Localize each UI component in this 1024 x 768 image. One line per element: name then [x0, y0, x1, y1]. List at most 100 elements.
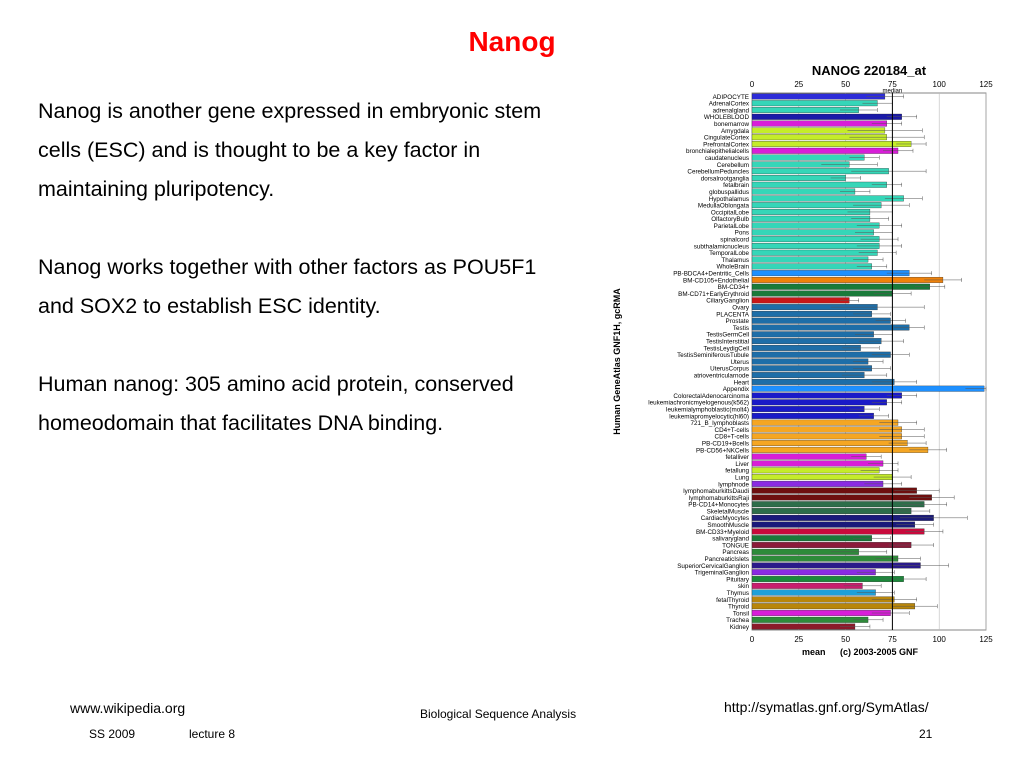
category-label-fetalThyroid: fetalThyroid [716, 597, 749, 604]
x-tick-bottom-75: 75 [888, 635, 897, 644]
category-label-TestisGermCell: TestisGermCell [706, 332, 749, 339]
category-label-bronchialepithelialcells: bronchialepithelialcells [686, 148, 749, 155]
category-label-PancreaticIslets: PancreaticIslets [705, 556, 749, 563]
bar-ColorectalAdenocarcinoma [751, 392, 902, 399]
category-label-AdrenalCortex: AdrenalCortex [709, 101, 750, 108]
bar-fetalliver [751, 453, 867, 460]
x-tick-top-25: 25 [794, 80, 803, 89]
category-label-Uterus: Uterus [730, 359, 749, 366]
category-label-lymphnode: lymphnode [718, 481, 749, 488]
bar-Appendix [751, 385, 985, 392]
bar-Thalamus [751, 256, 869, 263]
category-label-dorsalrootganglia: dorsalrootganglia [701, 175, 750, 182]
category-label-lymphomaburkittsDaudi: lymphomaburkittsDaudi [683, 488, 749, 495]
bar-lymphomaburkittsRaji [751, 494, 932, 501]
category-label-bonemarrow: bonemarrow [714, 121, 749, 128]
category-label-lymphomaburkittsRaji: lymphomaburkittsRaji [689, 495, 749, 502]
slide-body: Nanog is another gene expressed in embry… [38, 92, 578, 482]
category-label-TestisInterstitial: TestisInterstitial [706, 339, 749, 346]
category-label-TemporalLobe: TemporalLobe [709, 250, 749, 257]
category-label-CD4+T-cells: CD4+T-cells [715, 427, 749, 434]
bar-Thyroid [751, 603, 916, 610]
category-label-PB-CD19+Bcells: PB-CD19+Bcells [702, 440, 749, 447]
category-label-SkeletalMuscle: SkeletalMuscle [707, 508, 750, 515]
category-label-Hypothalamus: Hypothalamus [709, 196, 749, 203]
bar-bronchialepithelialcells [751, 147, 899, 154]
category-label-CD8+T-cells: CD8+T-cells [715, 434, 749, 441]
bar-Testis [751, 324, 910, 331]
bar-BM-CD34+ [751, 283, 930, 290]
bar-BM-CD105+Endothelial [751, 276, 944, 283]
category-label-SmoothMuscle: SmoothMuscle [707, 522, 749, 529]
category-label-OlfactoryBulb: OlfactoryBulb [711, 216, 749, 223]
category-label-Pons: Pons [735, 230, 749, 237]
category-label-subthalamicnucleus: subthalamicnucleus [694, 243, 749, 250]
category-label-Ovary: Ovary [732, 305, 750, 312]
category-label-TONGUE: TONGUE [722, 542, 749, 549]
y-axis-label: Human GeneAtlas GNF1H, gcRMA [612, 288, 622, 435]
median-label: median [883, 89, 903, 95]
bar-Lung [751, 474, 893, 480]
category-label-Testis: Testis [733, 325, 749, 332]
category-label-Pancreas: Pancreas [722, 549, 749, 556]
bar-PB-CD56+NKCells [751, 446, 929, 453]
bar-caudatenucleus [751, 154, 865, 161]
category-label-PB-CD56+NKCells: PB-CD56+NKCells [696, 447, 749, 454]
semester-label: SS 2009 [89, 727, 136, 741]
category-label-Thalamus: Thalamus [721, 257, 749, 264]
x-axis-label: mean [802, 647, 826, 657]
category-label-salivarygland: salivarygland [712, 536, 749, 543]
bar-Pituitary [751, 576, 904, 582]
category-label-PLACENTA: PLACENTA [716, 311, 750, 318]
category-label-Tonsil: Tonsil [733, 610, 749, 617]
bar-CiliaryGanglion [751, 297, 850, 304]
category-label-BM-CD71+EarlyErythroid: BM-CD71+EarlyErythroid [678, 291, 749, 298]
category-label-fetalliver: fetalliver [726, 454, 749, 461]
category-label-SuperiorCervicalGanglion: SuperiorCervicalGanglion [677, 563, 749, 570]
category-label-adrenalgland: adrenalgland [713, 107, 750, 114]
category-label-globuspallidus: globuspallidus [709, 189, 749, 196]
category-label-Liver: Liver [735, 461, 749, 468]
x-tick-top-50: 50 [841, 80, 850, 89]
category-label-721_B_lymphoblasts: 721_B_lymphoblasts [691, 420, 749, 427]
category-label-fetallung: fetallung [725, 468, 749, 475]
nanog-expression-chart: NANOG 220184_at Human GeneAtlas GNF1H, gc… [612, 63, 993, 657]
category-label-CiliaryGanglion: CiliaryGanglion [706, 298, 749, 305]
bar-TemporalLobe [751, 249, 878, 256]
category-label-leukemialymphoblastic(molt4): leukemialymphoblastic(molt4) [666, 406, 749, 413]
bar-Uterus [751, 358, 869, 365]
slide-title: Nanog [468, 26, 556, 57]
bar-Tonsil [751, 610, 891, 616]
category-label-Kidney: Kidney [730, 624, 750, 631]
x-tick-bottom-50: 50 [841, 635, 850, 644]
category-label-BM-CD33+Myeloid: BM-CD33+Myeloid [696, 529, 750, 536]
source-link-wikipedia[interactable]: www.wikipedia.org [70, 700, 186, 716]
bar-Prostate [751, 317, 891, 324]
page-number: 21 [919, 727, 933, 741]
bar-ADIPOCYTE [751, 93, 886, 100]
bar-fetalbrain [751, 181, 887, 188]
category-label-leukemiachronicmyelogenous(k562): leukemiachronicmyelogenous(k562) [648, 400, 749, 407]
category-label-PB-CD14+Monocytes: PB-CD14+Monocytes [688, 502, 749, 509]
source-link-symatlas[interactable]: http://symatlas.gnf.org/SymAtlas/ [724, 699, 929, 715]
bar-leukemiachronicmyelogenous(k562) [751, 399, 887, 406]
category-label-fetalbrain: fetalbrain [723, 182, 749, 189]
category-label-CingulateCortex: CingulateCortex [704, 135, 750, 142]
bar-PB-CD19+Bcells [751, 440, 908, 447]
chart-title: NANOG 220184_at [812, 63, 927, 78]
category-label-MedullaOblongata: MedullaOblongata [698, 203, 750, 210]
x-tick-top-0: 0 [750, 80, 755, 89]
course-name: Biological Sequence Analysis [420, 707, 577, 721]
x-tick-top-100: 100 [933, 80, 947, 89]
category-label-Trachea: Trachea [726, 617, 749, 624]
bar-TestisSeminiferousTubule [751, 351, 891, 358]
category-label-Thymus: Thymus [727, 590, 749, 597]
bar-Kidney [751, 623, 856, 630]
category-label-spinalcord: spinalcord [720, 237, 749, 244]
bar-721_B_lymphoblasts [751, 419, 899, 426]
bar-BM-CD33+Myeloid [751, 528, 925, 535]
category-label-CerebellumPeduncles: CerebellumPeduncles [687, 169, 749, 176]
category-label-leukemiapromyelocytic(hl60): leukemiapromyelocytic(hl60) [669, 413, 749, 420]
bar-WHOLEBLOOD [751, 113, 902, 120]
bar-SkeletalMuscle [751, 508, 912, 514]
